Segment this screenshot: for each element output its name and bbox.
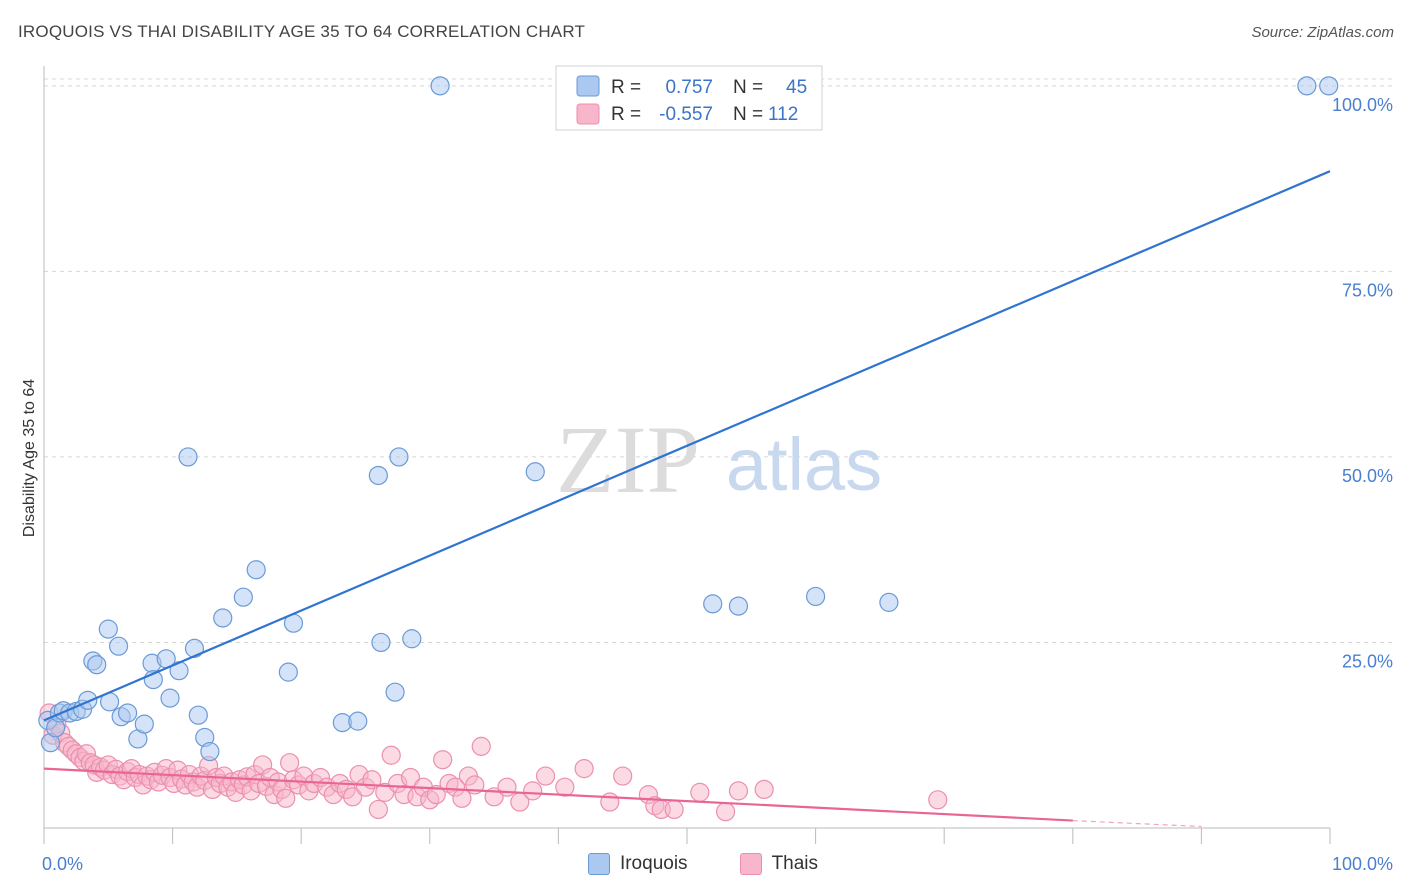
iroquois-label: Iroquois bbox=[619, 853, 688, 874]
thais-point bbox=[276, 788, 296, 808]
legend-iroquois-swatch bbox=[576, 75, 600, 97]
iroquois-point bbox=[525, 462, 545, 482]
thais-trendline-extension bbox=[1072, 819, 1202, 828]
thais-point bbox=[613, 766, 633, 786]
iroquois-point bbox=[805, 586, 826, 607]
iroquois-point bbox=[178, 447, 198, 467]
trendlines bbox=[43, 170, 1331, 828]
axes: 25.0% 50.0% 75.0% 100.0% 0.0% 100.0% bbox=[42, 66, 1393, 874]
iroquois-point bbox=[78, 690, 98, 710]
thais-point bbox=[690, 782, 710, 802]
y-tick-label: 25.0% bbox=[1342, 651, 1393, 671]
legend-n-label-1: N = bbox=[733, 77, 763, 98]
iroquois-point bbox=[188, 705, 208, 725]
iroquois-point bbox=[87, 655, 107, 675]
thais-point bbox=[928, 790, 948, 810]
grid-lines bbox=[44, 78, 1393, 643]
iroquois-point bbox=[879, 592, 899, 612]
thais-point bbox=[433, 750, 453, 770]
series-legend-thais[interactable]: Thais bbox=[739, 853, 819, 875]
iroquois-point bbox=[402, 629, 422, 649]
legend-thais-swatch bbox=[576, 103, 600, 125]
thais-swatch bbox=[739, 853, 762, 875]
thais-point bbox=[426, 785, 446, 805]
legend-r-value-thais: -0.557 bbox=[659, 104, 713, 125]
iroquois-swatch bbox=[587, 853, 610, 875]
thais-points bbox=[39, 703, 948, 822]
thais-point bbox=[664, 799, 684, 820]
thais-point bbox=[471, 736, 491, 756]
legend-n-value-thais: 112 bbox=[768, 104, 798, 125]
iroquois-point bbox=[368, 465, 388, 486]
watermark-zip: ZIP bbox=[556, 406, 700, 513]
thais-point bbox=[574, 759, 594, 779]
y-tick-label: 100.0% bbox=[1332, 95, 1393, 115]
iroquois-point bbox=[117, 703, 138, 723]
thais-point bbox=[523, 781, 543, 801]
iroquois-point bbox=[278, 662, 298, 682]
y-axis-label: Disability Age 35 to 64 bbox=[21, 379, 38, 537]
thais-trendline bbox=[43, 767, 1073, 822]
series-legend-iroquois[interactable]: Iroquois bbox=[587, 853, 688, 875]
iroquois-point bbox=[348, 711, 368, 731]
iroquois-point bbox=[160, 688, 180, 708]
source-credit: Source: ZipAtlas.com bbox=[1251, 24, 1394, 41]
thais-label: Thais bbox=[771, 853, 819, 874]
iroquois-point bbox=[184, 638, 205, 658]
iroquois-point bbox=[1297, 76, 1317, 96]
legend-r-label-1: R = bbox=[611, 77, 641, 98]
iroquois-point bbox=[98, 619, 118, 639]
iroquois-point bbox=[385, 682, 405, 702]
thais-point bbox=[280, 753, 300, 773]
thais-point bbox=[452, 788, 472, 808]
iroquois-point bbox=[430, 76, 450, 96]
iroquois-point bbox=[389, 447, 409, 467]
legend-r-value-iroquois: 0.757 bbox=[665, 77, 713, 98]
thais-point bbox=[368, 799, 388, 820]
y-tick-label: 75.0% bbox=[1342, 280, 1393, 300]
iroquois-point bbox=[728, 596, 749, 616]
x-tick-label: 100.0% bbox=[1332, 854, 1393, 874]
iroquois-point bbox=[1319, 76, 1339, 96]
thais-point bbox=[728, 781, 749, 801]
thais-point bbox=[715, 802, 736, 822]
thais-point bbox=[497, 777, 517, 797]
iroquois-point bbox=[703, 594, 723, 614]
iroquois-point bbox=[246, 560, 266, 580]
iroquois-point bbox=[108, 636, 129, 656]
watermark-atlas: atlas bbox=[726, 423, 882, 506]
legend-n-value-iroquois: 45 bbox=[786, 77, 807, 98]
y-tick-label: 50.0% bbox=[1342, 466, 1393, 486]
thais-point bbox=[600, 792, 620, 812]
iroquois-point bbox=[134, 714, 154, 734]
iroquois-point bbox=[233, 587, 253, 607]
iroquois-point bbox=[200, 741, 220, 762]
correlation-legend: R = 0.757 N = 45 R = -0.557 N = 112 bbox=[555, 65, 823, 131]
thais-point bbox=[754, 779, 774, 800]
legend-n-label-2: N = bbox=[733, 104, 763, 125]
iroquois-points bbox=[38, 76, 1339, 762]
chart-title: IROQUOIS VS THAI DISABILITY AGE 35 TO 64… bbox=[18, 22, 586, 41]
series-legend: Iroquois Thais bbox=[0, 849, 1406, 879]
iroquois-point bbox=[213, 608, 233, 628]
thais-point bbox=[555, 777, 575, 797]
thais-point bbox=[535, 766, 556, 786]
iroquois-trendline bbox=[43, 170, 1331, 722]
legend-r-label-2: R = bbox=[611, 104, 641, 125]
iroquois-point bbox=[371, 632, 391, 653]
x-tick-label: 0.0% bbox=[42, 854, 83, 874]
thais-point bbox=[381, 745, 401, 765]
thais-point bbox=[343, 787, 363, 807]
